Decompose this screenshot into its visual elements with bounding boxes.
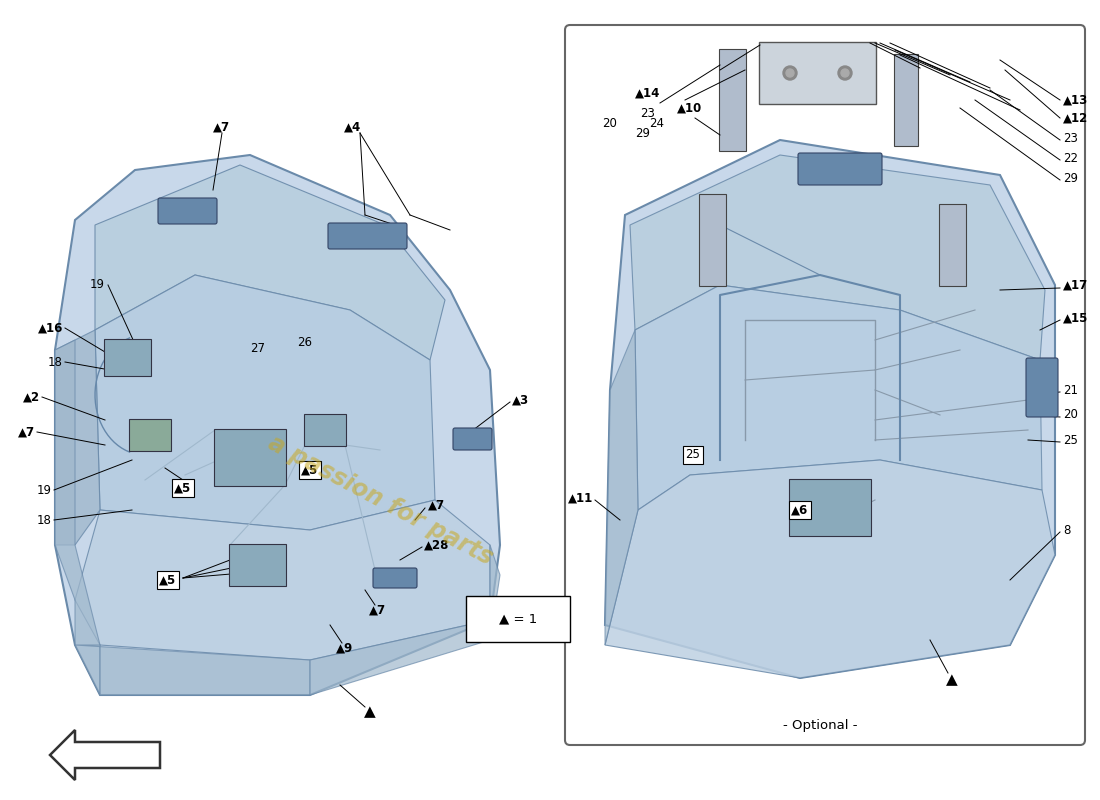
Text: ▲6: ▲6 xyxy=(791,503,808,517)
Circle shape xyxy=(786,69,794,77)
Text: ▲16: ▲16 xyxy=(37,322,63,334)
Text: - Optional -: - Optional - xyxy=(783,718,857,731)
Text: 19: 19 xyxy=(37,483,52,497)
Circle shape xyxy=(783,66,798,80)
FancyBboxPatch shape xyxy=(1026,358,1058,417)
Text: ▲10: ▲10 xyxy=(678,102,703,115)
Text: elusive: elusive xyxy=(53,519,387,601)
Polygon shape xyxy=(635,285,1042,510)
Text: ▲12: ▲12 xyxy=(1063,111,1088,125)
Polygon shape xyxy=(75,500,490,660)
Text: ▲15: ▲15 xyxy=(1063,311,1088,325)
Text: 8: 8 xyxy=(1063,523,1070,537)
FancyBboxPatch shape xyxy=(214,429,286,486)
FancyBboxPatch shape xyxy=(466,596,570,642)
Text: 23: 23 xyxy=(640,107,656,120)
Text: elusivecars: elusivecars xyxy=(675,430,924,530)
Polygon shape xyxy=(75,645,310,695)
Polygon shape xyxy=(55,340,100,695)
Text: 18: 18 xyxy=(37,514,52,526)
FancyBboxPatch shape xyxy=(328,223,407,249)
Text: ▲: ▲ xyxy=(364,705,376,719)
FancyBboxPatch shape xyxy=(304,414,346,446)
FancyBboxPatch shape xyxy=(104,339,151,376)
Circle shape xyxy=(842,69,849,77)
Text: ▲ = 1: ▲ = 1 xyxy=(499,613,537,626)
Polygon shape xyxy=(605,460,1055,678)
Text: 24: 24 xyxy=(649,117,664,130)
FancyBboxPatch shape xyxy=(894,54,918,146)
Text: 25: 25 xyxy=(1063,434,1078,446)
Text: ▲28: ▲28 xyxy=(424,538,450,551)
Text: ▲4: ▲4 xyxy=(344,121,362,134)
Text: ▲: ▲ xyxy=(946,673,958,687)
FancyBboxPatch shape xyxy=(719,49,746,151)
Text: ▲13: ▲13 xyxy=(1063,94,1088,106)
Text: 20: 20 xyxy=(602,117,617,130)
Text: 26: 26 xyxy=(297,335,312,349)
Text: 22: 22 xyxy=(1063,151,1078,165)
Text: ▲14: ▲14 xyxy=(636,87,661,100)
FancyBboxPatch shape xyxy=(129,419,170,451)
Text: ▲3: ▲3 xyxy=(512,394,529,406)
Polygon shape xyxy=(605,140,1055,678)
Text: 20: 20 xyxy=(1063,409,1078,422)
Polygon shape xyxy=(605,330,638,645)
Polygon shape xyxy=(630,155,1045,360)
Text: ▲5: ▲5 xyxy=(301,463,319,477)
Text: ▲11: ▲11 xyxy=(568,491,593,505)
FancyBboxPatch shape xyxy=(453,428,492,450)
Circle shape xyxy=(838,66,853,80)
Text: 29: 29 xyxy=(1063,171,1078,185)
FancyBboxPatch shape xyxy=(798,153,882,185)
Text: 21: 21 xyxy=(1063,383,1078,397)
Text: 29: 29 xyxy=(636,127,650,140)
Text: ▲17: ▲17 xyxy=(1063,278,1088,291)
Polygon shape xyxy=(95,165,446,360)
Polygon shape xyxy=(55,155,501,695)
FancyBboxPatch shape xyxy=(373,568,417,588)
Text: ▲7: ▲7 xyxy=(213,121,231,134)
FancyBboxPatch shape xyxy=(939,204,966,286)
FancyBboxPatch shape xyxy=(158,198,217,224)
Text: ▲5: ▲5 xyxy=(160,574,177,586)
Text: 23: 23 xyxy=(1063,131,1078,145)
Text: ▲5: ▲5 xyxy=(175,482,191,494)
Text: 25: 25 xyxy=(685,449,701,462)
Polygon shape xyxy=(55,330,100,545)
Text: 27: 27 xyxy=(251,342,265,354)
FancyBboxPatch shape xyxy=(698,194,726,286)
FancyBboxPatch shape xyxy=(789,479,871,536)
Text: ▲2: ▲2 xyxy=(23,390,40,403)
Polygon shape xyxy=(95,275,434,530)
Text: ▲7: ▲7 xyxy=(370,603,386,617)
FancyBboxPatch shape xyxy=(565,25,1085,745)
Text: 19: 19 xyxy=(90,278,104,291)
Polygon shape xyxy=(50,730,160,780)
FancyBboxPatch shape xyxy=(229,544,286,586)
Text: ▲7: ▲7 xyxy=(428,498,446,511)
FancyBboxPatch shape xyxy=(759,42,876,104)
Text: ▲7: ▲7 xyxy=(18,426,35,438)
Text: 18: 18 xyxy=(48,355,63,369)
Text: a passion for parts: a passion for parts xyxy=(264,430,496,570)
Text: ▲9: ▲9 xyxy=(337,642,353,654)
Polygon shape xyxy=(310,545,500,695)
